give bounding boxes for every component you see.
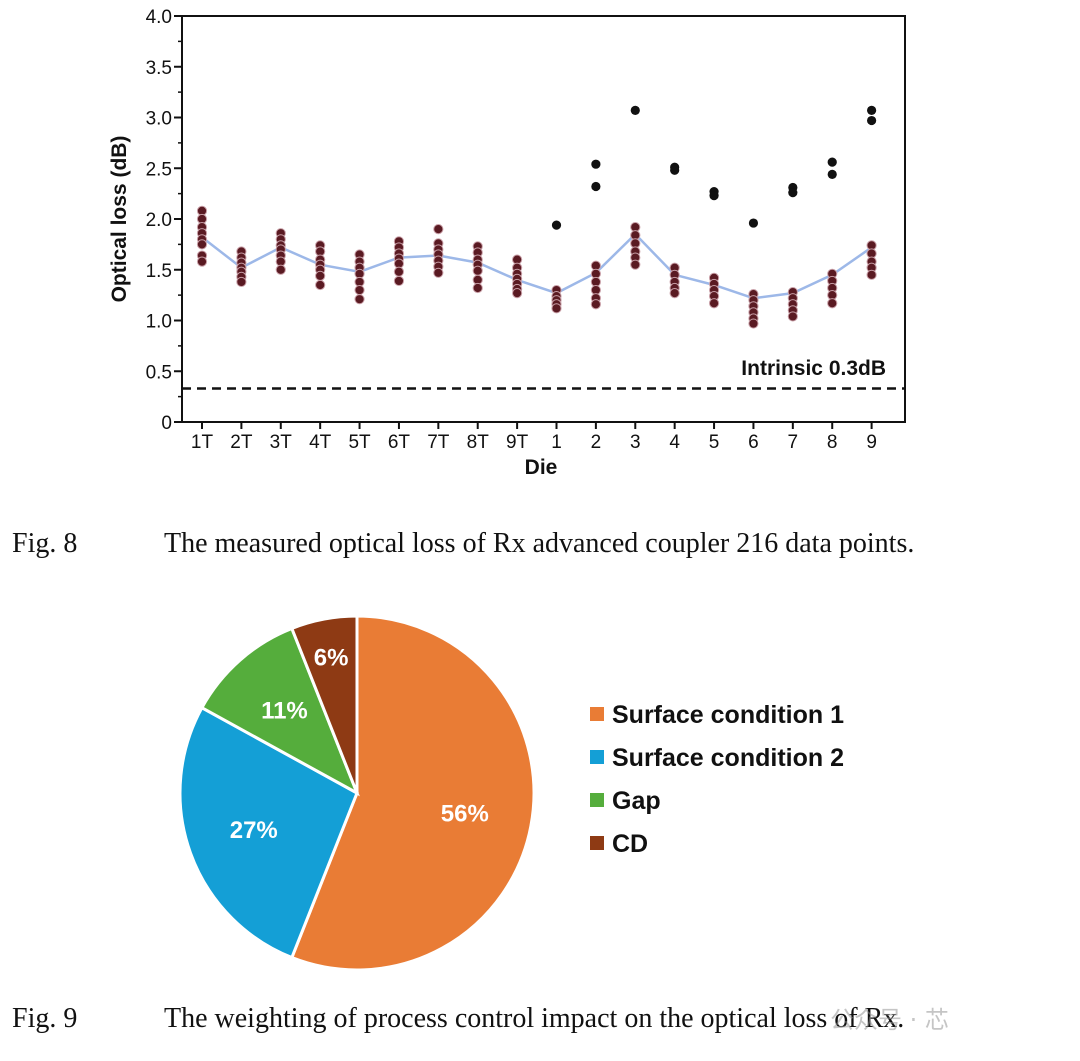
y-tick-label: 2.5: [146, 159, 172, 180]
x-tick-label: 7T: [427, 432, 450, 453]
data-point: [709, 191, 719, 201]
x-tick-label: 9T: [506, 432, 529, 453]
x-tick-label: 2: [591, 432, 602, 453]
data-point: [354, 294, 365, 305]
pie-slice: [289, 614, 536, 972]
legend-swatch: [590, 707, 604, 721]
x-tick-label: 2T: [230, 432, 253, 453]
watermark: 公众号 · 芯: [830, 1006, 949, 1034]
data-point: [236, 276, 247, 288]
data-point: [827, 169, 837, 179]
y-tick-label: 1.0: [146, 312, 172, 333]
process-weighting-pie-chart: 56% 27% 11%6% Surface condition 1 Surface c…: [178, 614, 844, 972]
data-point: [472, 282, 483, 294]
x-axis-label: Die: [525, 456, 558, 479]
data-point: [393, 275, 405, 287]
data-point: [393, 266, 405, 277]
data-point: [787, 311, 798, 322]
x-tick-label: 1T: [191, 432, 214, 453]
y-axis-label: Optical loss (dB): [108, 136, 131, 303]
data-point: [591, 181, 601, 192]
pie-slice-label: 6%: [314, 644, 349, 671]
data-point: [433, 267, 444, 278]
x-tick-label: 5: [709, 432, 720, 453]
pie-slice-label: 11%: [261, 698, 308, 725]
data-point: [670, 165, 680, 175]
data-point: [472, 265, 483, 276]
data-point: [748, 318, 759, 329]
figure-9-caption: Fig. 9 The weighting of process control i…: [12, 1003, 904, 1035]
intrinsic-reference-label: Intrinsic 0.3dB: [741, 357, 886, 380]
data-point: [708, 298, 720, 309]
y-tick-label: 4.0: [146, 7, 172, 28]
x-tick-label: 1: [551, 432, 562, 453]
data-point: [748, 218, 759, 228]
legend-label: Gap: [612, 787, 661, 815]
x-tick-label: 8T: [467, 432, 490, 453]
mean-trend-line: [201, 232, 873, 300]
y-tick-label: 3.5: [146, 58, 172, 79]
data-point: [591, 159, 601, 169]
data-point: [551, 220, 562, 230]
legend-swatch: [590, 836, 604, 850]
x-tick-label: 8: [827, 432, 838, 453]
data-point: [630, 105, 640, 115]
y-tick-label: 0: [161, 413, 172, 434]
x-tick-label: 7: [788, 432, 799, 453]
data-point: [315, 270, 326, 281]
data-point: [788, 188, 798, 198]
legend-swatch: [590, 793, 604, 807]
legend-label: Surface condition 2: [612, 744, 844, 772]
data-point: [669, 287, 680, 299]
legend-label: Surface condition 1: [612, 701, 844, 729]
y-tick-label: 1.5: [146, 261, 172, 282]
data-point: [354, 284, 365, 296]
x-tick-label: 3T: [270, 432, 293, 453]
pie-slice-label: 56%: [441, 801, 489, 828]
figure-8-caption: Fig. 8 The measured optical loss of Rx ad…: [12, 528, 914, 560]
y-tick-label: 0.5: [146, 362, 172, 383]
data-point: [275, 264, 286, 275]
data-point: [590, 299, 601, 310]
x-tick-label: 6: [748, 432, 759, 453]
optical-loss-chart: Intrinsic 0.3dB 0 0.5 1.0 1.5 2.0 2.5 3.0 3.5 4.…: [108, 7, 906, 479]
x-tick-label: 6T: [388, 432, 411, 453]
data-point: [551, 303, 562, 314]
figure-8-label: Fig. 8: [12, 528, 78, 559]
data-point: [630, 259, 641, 270]
x-tick-label: 3: [630, 432, 641, 453]
y-tick-label: 3.0: [146, 109, 172, 130]
figure-9-text: The weighting of process control impact …: [164, 1003, 905, 1034]
data-point: [196, 256, 208, 267]
x-tick-label: 5T: [348, 432, 371, 453]
data-point: [315, 279, 326, 291]
y-tick-label: 2.0: [146, 210, 172, 231]
data-point: [867, 105, 877, 115]
x-tick-label: 4: [669, 432, 680, 453]
figure-8-text: The measured optical loss of Rx advanced…: [164, 528, 915, 559]
figure-9-label: Fig. 9: [12, 1003, 78, 1034]
x-tick-label: 4T: [309, 432, 332, 453]
legend-label: CD: [612, 830, 648, 858]
data-point: [827, 157, 837, 167]
data-point: [827, 298, 838, 309]
data-point: [196, 239, 208, 250]
data-point: [433, 224, 444, 235]
data-point: [867, 115, 877, 126]
x-tick-label: 9: [866, 432, 877, 453]
pie-slice: [199, 626, 360, 797]
legend-swatch: [590, 750, 604, 764]
data-point: [512, 287, 523, 299]
pie-slice-label: 27%: [230, 817, 278, 844]
data-point: [866, 269, 877, 280]
pie-slice: [289, 614, 359, 794]
